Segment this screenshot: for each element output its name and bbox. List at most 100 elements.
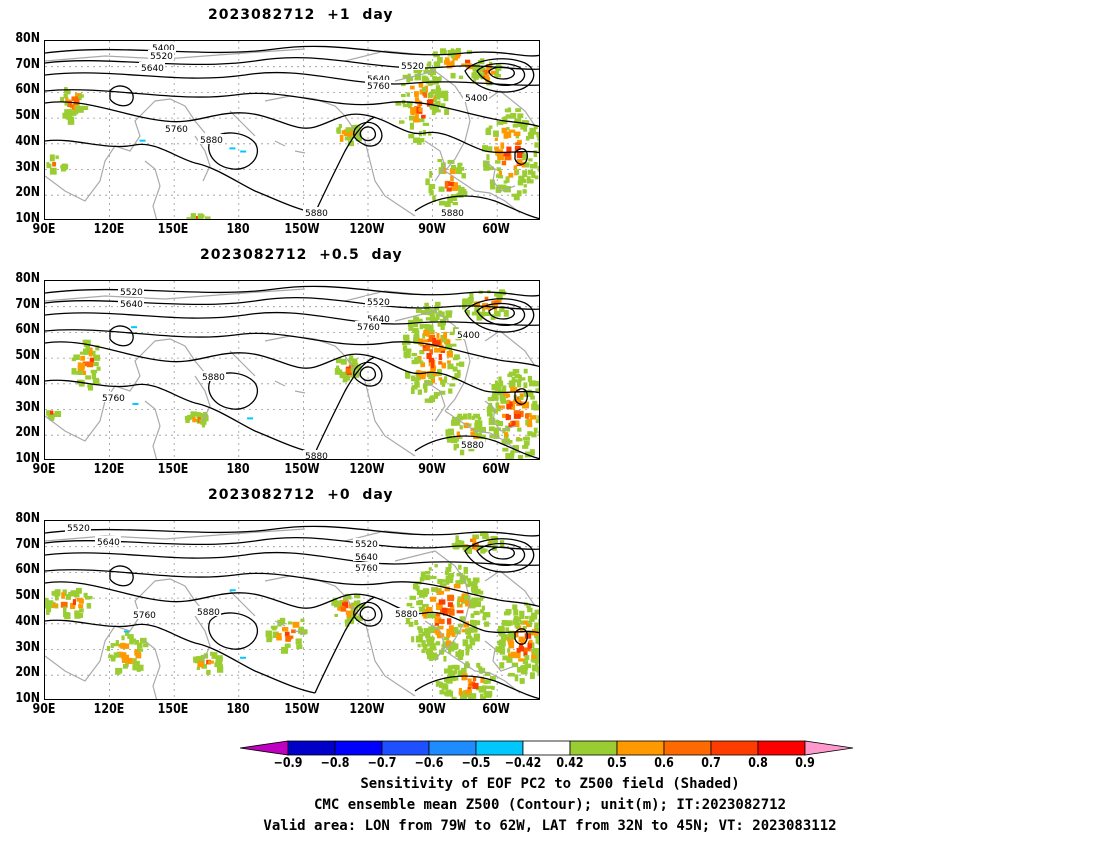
contour-label: 5520	[120, 288, 143, 298]
contour-label: 5640	[120, 300, 143, 310]
lat-label: 40N	[15, 373, 40, 389]
colorbar-box	[569, 740, 618, 756]
z500-contours	[45, 285, 539, 459]
lat-label: 70N	[15, 536, 40, 552]
contour-label: 5760	[102, 394, 125, 404]
colorbar-box	[287, 740, 336, 756]
contour-label: 5520	[401, 62, 424, 72]
lon-label: 120W	[349, 222, 385, 237]
contour-label: 5760	[355, 564, 378, 574]
colorbar-box	[381, 740, 430, 756]
lat-label: 40N	[15, 133, 40, 149]
map-panel-2: 5520 5640 5520 5640 5760 5400 5880 5760 5880 5880	[44, 280, 540, 460]
lon-label: 150W	[284, 462, 321, 477]
map-panel-1: 5400552056405520564057605400576058805880…	[44, 40, 540, 220]
lon-label: 60W	[482, 462, 510, 477]
lon-label: 150E	[157, 462, 189, 477]
lat-label: 20N	[15, 665, 40, 681]
contour-label: 5640	[355, 553, 378, 563]
caption-line-1: Sensitivity of EOF PC2 to Z500 field (Sh…	[360, 776, 740, 792]
lat-label: 10N	[15, 690, 40, 706]
lon-label: 90E	[32, 702, 56, 717]
map-1-svg: 5400552056405520564057605400576058805880…	[45, 41, 539, 219]
contour-label: 5880	[395, 610, 418, 620]
colorbar-label: −0.7	[367, 756, 397, 771]
lon-label: 180	[226, 702, 250, 717]
colorbar-box	[475, 740, 524, 756]
lon-label: 120W	[349, 462, 385, 477]
lon-label: 120E	[93, 462, 124, 477]
lat-label: 60N	[15, 322, 40, 338]
lat-label: 80N	[15, 31, 40, 46]
lon-label: 150E	[157, 222, 189, 237]
lon-label: 90W	[417, 702, 446, 717]
colorbar-box	[522, 740, 571, 756]
lon-label: 150E	[157, 702, 189, 717]
contour-label: 5760	[165, 125, 188, 135]
lat-label: 50N	[15, 108, 40, 124]
colorbar-label: −0.42	[504, 756, 542, 771]
lon-label: 90W	[417, 462, 446, 477]
lat-label: 70N	[15, 56, 40, 72]
lat-label: 70N	[15, 296, 40, 312]
caption-line-3: Valid area: LON from 79W to 62W, LAT fro…	[263, 818, 837, 834]
colorbar-label: 0.42	[556, 756, 584, 771]
lon-label: 60W	[482, 702, 510, 717]
colorbar-box	[663, 740, 712, 756]
contour-label: 5880	[461, 441, 484, 451]
lat-label: 30N	[15, 159, 40, 175]
map-panel-3: 5520 5640 5520 5640 5760 5760 5880 5880	[44, 520, 540, 700]
lat-label: 80N	[15, 271, 40, 286]
contour-label: 5880	[305, 209, 328, 219]
coastlines	[45, 288, 536, 459]
contour-label: 5520	[150, 52, 173, 62]
contour-label: 5520	[355, 540, 378, 550]
contour-label: 5880	[305, 452, 328, 460]
lat-label: 80N	[15, 511, 40, 526]
contour-label: 5640	[141, 64, 164, 74]
contour-label: 5640	[367, 315, 390, 325]
colorbar-label: 0.8	[748, 756, 768, 771]
lon-label: 60W	[482, 222, 510, 237]
lon-label: 90W	[417, 222, 446, 237]
colorbar-box	[757, 740, 806, 756]
lat-label: 50N	[15, 588, 40, 604]
contour-label: 5760	[133, 611, 156, 621]
lon-label: 150W	[284, 222, 321, 237]
lat-label: 10N	[15, 210, 40, 226]
colorbar-label: 0.7	[701, 756, 721, 771]
contour-label: 5880	[197, 608, 220, 618]
lon-label: 90E	[32, 462, 56, 477]
contour-label: 5880	[202, 373, 225, 383]
colorbar-label: −0.9	[273, 756, 303, 771]
z500-contours	[45, 45, 539, 219]
lat-label: 10N	[15, 450, 40, 466]
colorbar-label: −0.5	[461, 756, 491, 771]
contour-label: 5880	[441, 209, 464, 219]
colorbar-label: −0.8	[320, 756, 350, 771]
lat-label: 50N	[15, 348, 40, 364]
z500-contours	[45, 525, 539, 699]
lon-label: 180	[226, 462, 250, 477]
lat-label: 60N	[15, 562, 40, 578]
contour-label: 5760	[367, 82, 390, 92]
panel-title-3: 2023082712 +0 day	[208, 487, 394, 503]
contour-label: 5880	[200, 136, 223, 146]
panel-title-2: 2023082712 +0.5 day	[200, 247, 403, 263]
lon-label: 90E	[32, 222, 56, 237]
lon-label: 180	[226, 222, 250, 237]
panel-title-1: 2023082712 +1 day	[208, 7, 394, 23]
lat-label: 40N	[15, 613, 40, 629]
colorbar-label: 0.5	[607, 756, 627, 771]
contour-label: 5400	[457, 331, 480, 341]
caption-line-2: CMC ensemble mean Z500 (Contour); unit(m…	[313, 797, 786, 813]
colorbar	[240, 740, 854, 756]
sensitivity-shading	[46, 289, 539, 459]
lat-label: 20N	[15, 425, 40, 441]
contour-label: 5400	[465, 94, 488, 104]
colorbar-right-arrow	[804, 740, 854, 756]
lon-label: 150W	[284, 702, 321, 717]
